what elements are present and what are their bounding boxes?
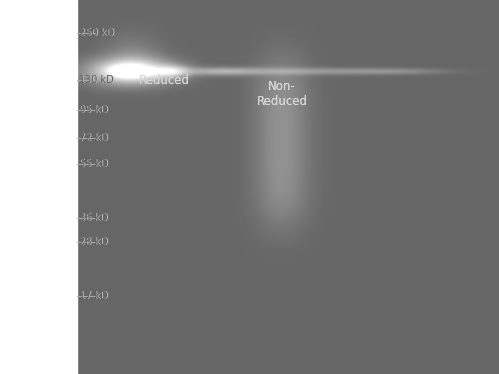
Text: 55 kD: 55 kD (80, 159, 109, 169)
Text: 72 kD: 72 kD (80, 133, 109, 142)
Text: 95 kD: 95 kD (80, 105, 109, 115)
Text: 36 kD: 36 kD (80, 213, 108, 223)
Text: Reduced: Reduced (139, 74, 190, 87)
Text: 28 kD: 28 kD (80, 237, 109, 247)
Bar (0, 0, 77, 374)
Bar (0, 0, 77, 374)
Text: 55 kD: 55 kD (79, 159, 108, 169)
Text: 95 kD: 95 kD (79, 105, 108, 115)
Text: Non-
Reduced: Non- Reduced (256, 80, 307, 108)
Text: 130 kD: 130 kD (79, 76, 114, 85)
Text: 130 kD: 130 kD (80, 76, 115, 85)
Text: 36 kD: 36 kD (79, 213, 108, 223)
Text: 72 kD: 72 kD (79, 133, 108, 142)
Text: 250 kD: 250 kD (79, 28, 114, 38)
Text: 28 kD: 28 kD (79, 237, 108, 247)
Bar (77, 0, 499, 374)
Text: Reduced: Reduced (139, 74, 190, 87)
Text: Non-
Reduced: Non- Reduced (256, 80, 307, 108)
Text: 17 kD: 17 kD (80, 291, 109, 301)
Text: 250 kD: 250 kD (80, 28, 115, 38)
Text: 17 kD: 17 kD (79, 291, 108, 301)
Bar (77, 19, 499, 337)
